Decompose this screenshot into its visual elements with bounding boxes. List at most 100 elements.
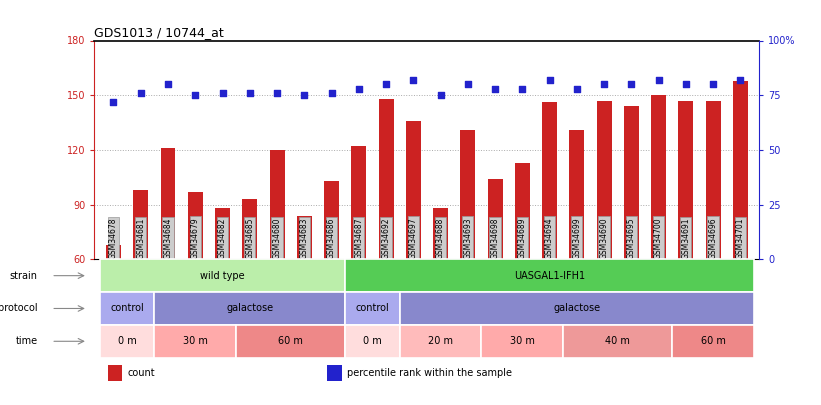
Bar — [488, 179, 502, 259]
Bar — [100, 325, 154, 358]
Bar — [236, 325, 345, 358]
Bar — [542, 102, 557, 259]
Text: GSM34690: GSM34690 — [599, 217, 608, 259]
Text: GSM34682: GSM34682 — [218, 218, 227, 259]
Bar — [400, 292, 754, 325]
Text: 40 m: 40 m — [605, 336, 631, 346]
Text: GSM34681: GSM34681 — [136, 218, 145, 259]
Text: wild type: wild type — [200, 271, 245, 281]
Point — [298, 92, 311, 98]
Text: control: control — [110, 303, 144, 313]
Point — [270, 90, 283, 96]
Point — [734, 77, 747, 83]
Text: GSM34678: GSM34678 — [109, 218, 118, 259]
Point — [162, 81, 175, 87]
Bar — [100, 292, 154, 325]
Text: 0 m: 0 m — [117, 336, 136, 346]
Bar — [461, 130, 475, 259]
Bar — [345, 325, 400, 358]
Bar — [481, 325, 563, 358]
Text: GSM34688: GSM34688 — [436, 218, 445, 259]
Text: GDS1013 / 10744_at: GDS1013 / 10744_at — [94, 26, 224, 39]
Bar — [351, 146, 366, 259]
Bar — [296, 215, 312, 259]
Text: percentile rank within the sample: percentile rank within the sample — [347, 368, 512, 378]
Point — [107, 98, 120, 105]
Text: GSM34700: GSM34700 — [654, 217, 663, 259]
Point — [707, 81, 720, 87]
Text: strain: strain — [10, 271, 38, 281]
Bar — [433, 208, 448, 259]
Bar — [328, 365, 342, 381]
Bar — [569, 130, 585, 259]
Bar — [678, 101, 693, 259]
Point — [488, 85, 502, 92]
Text: GSM34686: GSM34686 — [327, 218, 336, 259]
Bar — [672, 325, 754, 358]
Point — [543, 77, 556, 83]
Bar — [563, 325, 672, 358]
Text: GSM34694: GSM34694 — [545, 217, 554, 259]
Text: count: count — [128, 368, 155, 378]
Bar — [154, 292, 345, 325]
Bar — [269, 150, 285, 259]
Bar — [597, 101, 612, 259]
Text: 30 m: 30 m — [510, 336, 534, 346]
Text: GSM34684: GSM34684 — [163, 218, 172, 259]
Point — [134, 90, 147, 96]
Text: GSM34685: GSM34685 — [245, 218, 255, 259]
Text: GSM34689: GSM34689 — [518, 218, 527, 259]
Text: 60 m: 60 m — [278, 336, 303, 346]
Bar — [188, 192, 203, 259]
Bar — [515, 163, 530, 259]
Point — [434, 92, 447, 98]
Point — [216, 90, 229, 96]
Text: GSM34699: GSM34699 — [572, 217, 581, 259]
Bar — [406, 121, 421, 259]
Point — [516, 85, 529, 92]
Text: 20 m: 20 m — [428, 336, 453, 346]
Bar — [215, 208, 230, 259]
Bar — [133, 190, 149, 259]
Bar — [324, 181, 339, 259]
Point — [598, 81, 611, 87]
Text: control: control — [355, 303, 389, 313]
Bar — [400, 325, 481, 358]
Bar — [106, 245, 121, 259]
Point — [625, 81, 638, 87]
Text: GSM34701: GSM34701 — [736, 218, 745, 259]
Text: 0 m: 0 m — [363, 336, 382, 346]
Text: GSM34696: GSM34696 — [709, 217, 718, 259]
Bar — [161, 148, 176, 259]
Text: GSM34680: GSM34680 — [273, 218, 282, 259]
Bar — [242, 199, 257, 259]
Text: GSM34683: GSM34683 — [300, 218, 309, 259]
Point — [679, 81, 692, 87]
Text: GSM34695: GSM34695 — [626, 217, 635, 259]
Text: GSM34679: GSM34679 — [190, 217, 200, 259]
Bar — [651, 95, 666, 259]
Bar — [733, 81, 748, 259]
Text: GSM34687: GSM34687 — [355, 218, 363, 259]
Bar — [345, 259, 754, 292]
Point — [461, 81, 475, 87]
Point — [325, 90, 338, 96]
Point — [406, 77, 420, 83]
Bar — [705, 101, 721, 259]
Point — [571, 85, 584, 92]
Bar — [154, 325, 236, 358]
Text: UASGAL1-IFH1: UASGAL1-IFH1 — [514, 271, 585, 281]
Bar — [378, 99, 393, 259]
Bar — [108, 365, 122, 381]
Bar — [100, 259, 345, 292]
Text: GSM34697: GSM34697 — [409, 217, 418, 259]
Point — [352, 85, 365, 92]
Text: GSM34692: GSM34692 — [382, 218, 391, 259]
Text: GSM34698: GSM34698 — [491, 218, 499, 259]
Point — [189, 92, 202, 98]
Point — [379, 81, 392, 87]
Text: growth protocol: growth protocol — [0, 303, 38, 313]
Bar — [624, 106, 639, 259]
Text: galactose: galactose — [553, 303, 600, 313]
Text: GSM34691: GSM34691 — [681, 218, 690, 259]
